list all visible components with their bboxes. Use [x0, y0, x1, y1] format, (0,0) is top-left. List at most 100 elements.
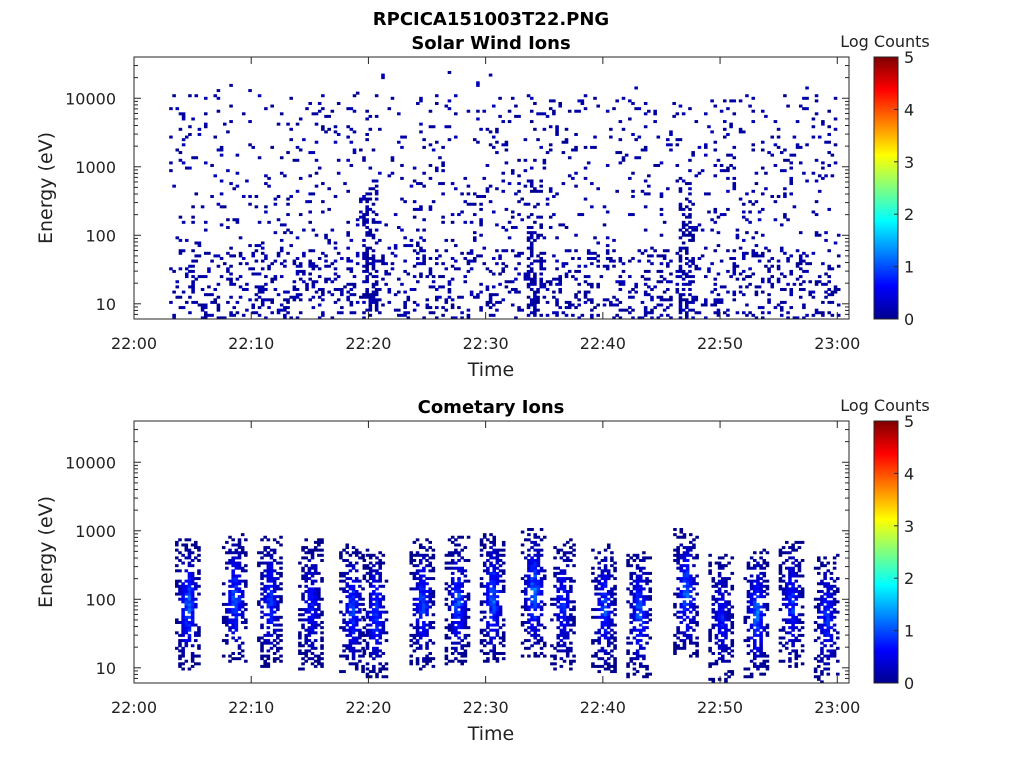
spectrogram-cell: [653, 285, 657, 289]
spectrogram-cell: [722, 169, 727, 173]
spectrogram-cell: [454, 633, 458, 637]
spectrogram-cell: [368, 571, 373, 575]
spectrogram-cell: [375, 618, 379, 622]
spectrogram-cell: [779, 306, 784, 310]
spectrogram-cell: [431, 148, 436, 152]
spectrogram-cell: [802, 306, 806, 310]
spectrogram-cell: [368, 670, 373, 674]
spectrogram-cell: [203, 251, 208, 255]
spectrogram-cell: [361, 667, 365, 671]
spectrogram-cell: [351, 579, 356, 583]
spectrogram-cell: [756, 633, 760, 637]
spectrogram-cell: [673, 592, 677, 596]
spectrogram-cell: [368, 561, 373, 565]
spectrogram-cell: [428, 626, 433, 630]
spectrogram-cell: [688, 275, 692, 279]
spectrogram-cell: [678, 311, 683, 315]
spectrogram-cell: [489, 589, 493, 593]
spectrogram-cell: [320, 577, 324, 581]
spectrogram-cell: [234, 657, 239, 661]
spectrogram-cell: [447, 623, 452, 627]
spectrogram-cell: [642, 587, 646, 591]
spectrogram-cell: [313, 571, 318, 575]
spectrogram-cell: [457, 306, 461, 310]
spectrogram-cell: [251, 311, 256, 315]
spectrogram-cell: [361, 556, 365, 560]
spectrogram-cell: [561, 262, 566, 266]
spectrogram-cell: [638, 639, 643, 643]
spectrogram-cell: [552, 109, 556, 113]
spectrogram-cell: [724, 579, 728, 583]
spectrogram-cell: [267, 306, 271, 310]
spectrogram-cell: [689, 636, 693, 640]
spectrogram-cell: [276, 311, 281, 315]
spectrogram-cell: [181, 220, 186, 224]
spectrogram-cell: [450, 540, 455, 544]
spectrogram-cell: [789, 192, 794, 196]
spectrogram-cell: [789, 306, 794, 310]
spectrogram-cell: [365, 233, 369, 237]
spectrogram-cell: [431, 589, 436, 593]
spectrogram-cell: [320, 639, 324, 643]
spectrogram-cell: [342, 649, 346, 653]
spectrogram-cell: [371, 259, 376, 263]
spectrogram-cell: [629, 641, 634, 645]
spectrogram-cell: [721, 615, 725, 619]
spectrogram-cell: [304, 538, 308, 542]
spectrogram-cell: [485, 163, 490, 167]
spectrogram-cell: [248, 89, 252, 93]
spectrogram-cell: [333, 140, 338, 144]
spectrogram-cell: [760, 280, 765, 284]
spectrogram-cell: [749, 595, 754, 599]
spectrogram-cell: [542, 577, 547, 581]
spectrogram-cell: [428, 577, 433, 581]
spectrogram-cell: [340, 256, 344, 260]
spectrogram-cell: [517, 251, 521, 255]
spectrogram-cell: [184, 584, 189, 588]
spectrogram-cell: [240, 551, 245, 555]
spectrogram-cell: [610, 641, 614, 645]
spectrogram-cell: [613, 600, 617, 604]
spectrogram-cell: [743, 620, 748, 624]
spectrogram-cell: [694, 228, 699, 232]
spectrogram-cell: [760, 311, 765, 315]
spectrogram-cell: [267, 220, 271, 224]
spectrogram-cell: [724, 618, 728, 622]
spectrogram-cell: [632, 558, 637, 562]
spectrogram-cell: [240, 649, 245, 653]
spectrogram-cell: [821, 282, 825, 286]
spectrogram-cell: [685, 633, 690, 637]
spectrogram-cell: [628, 259, 632, 263]
spectrogram-cell: [279, 156, 284, 160]
spectrogram-cell: [562, 597, 567, 601]
spectrogram-cell: [577, 290, 581, 294]
spectrogram-cell: [310, 595, 315, 599]
spectrogram-cell: [647, 109, 651, 113]
spectrogram-cell: [689, 595, 693, 599]
spectrogram-cell: [237, 587, 242, 591]
spectrogram-cell: [527, 582, 531, 586]
spectrogram-cell: [594, 664, 598, 668]
spectrogram-cell: [314, 184, 319, 188]
spectrogram-cell: [741, 215, 746, 219]
spectrogram-cell: [460, 316, 464, 320]
spectrogram-cell: [378, 600, 382, 604]
spectrogram-cell: [685, 298, 689, 302]
spectrogram-cell: [552, 254, 556, 258]
spectrogram-cell: [628, 311, 632, 315]
spectrogram-cell: [374, 114, 379, 118]
spectrogram-cell: [571, 148, 575, 152]
spectrogram-cell: [498, 282, 502, 286]
spectrogram-cell: [234, 577, 239, 581]
spectrogram-cell: [681, 220, 686, 224]
spectrogram-cell: [310, 564, 315, 568]
spectrogram-cell: [678, 254, 683, 258]
spectrogram-cell: [565, 551, 570, 555]
spectrogram-cell: [428, 272, 433, 276]
spectrogram-cell: [610, 587, 614, 591]
spectrogram-cell: [354, 639, 359, 643]
spectrogram-cell: [735, 277, 740, 281]
spectrogram-cell: [711, 602, 716, 606]
spectrogram-cell: [365, 553, 370, 557]
spectrogram-cell: [645, 664, 649, 668]
